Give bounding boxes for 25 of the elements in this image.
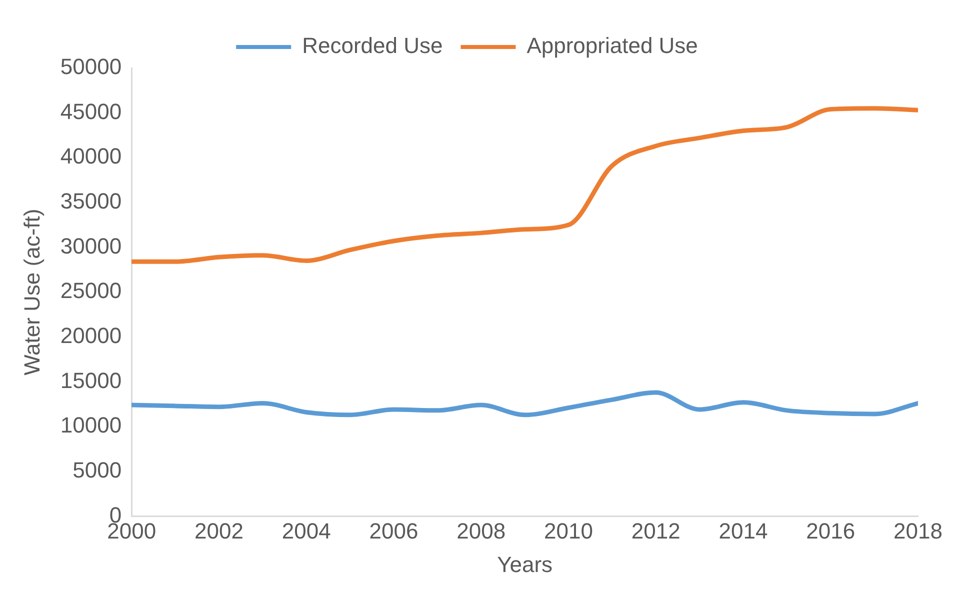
y-tick-label: 35000 bbox=[60, 188, 122, 214]
y-axis-title: Water Use (ac-ft) bbox=[19, 208, 44, 376]
x-tick-label: 2014 bbox=[718, 518, 768, 544]
y-tick-label: 20000 bbox=[60, 322, 122, 348]
x-tick-label: 2006 bbox=[369, 518, 418, 544]
x-tick-label: 2002 bbox=[194, 518, 244, 544]
x-axis-title: Years bbox=[497, 552, 553, 577]
x-tick-label: 2010 bbox=[544, 518, 593, 544]
y-tick-label: 50000 bbox=[60, 54, 122, 80]
line-series bbox=[132, 390, 918, 418]
legend-label: Recorded Use bbox=[302, 33, 443, 58]
x-tick-label: 2008 bbox=[456, 518, 506, 544]
legend-label: Appropriated Use bbox=[526, 33, 698, 58]
y-tick-label: 45000 bbox=[60, 98, 122, 124]
y-tick-label: 10000 bbox=[60, 412, 122, 438]
x-tick-label: 2018 bbox=[894, 518, 942, 544]
x-tick-label: 2016 bbox=[806, 518, 856, 544]
y-tick-label: 25000 bbox=[60, 278, 122, 304]
y-tick-label: 15000 bbox=[60, 368, 122, 393]
x-tick-label: 2004 bbox=[282, 518, 331, 544]
y-tick-label: 40000 bbox=[60, 144, 122, 169]
x-tick-label: 2012 bbox=[631, 518, 680, 544]
line-series bbox=[132, 106, 918, 264]
y-tick-label: 30000 bbox=[60, 233, 122, 258]
y-tick-label: 5000 bbox=[72, 457, 122, 482]
